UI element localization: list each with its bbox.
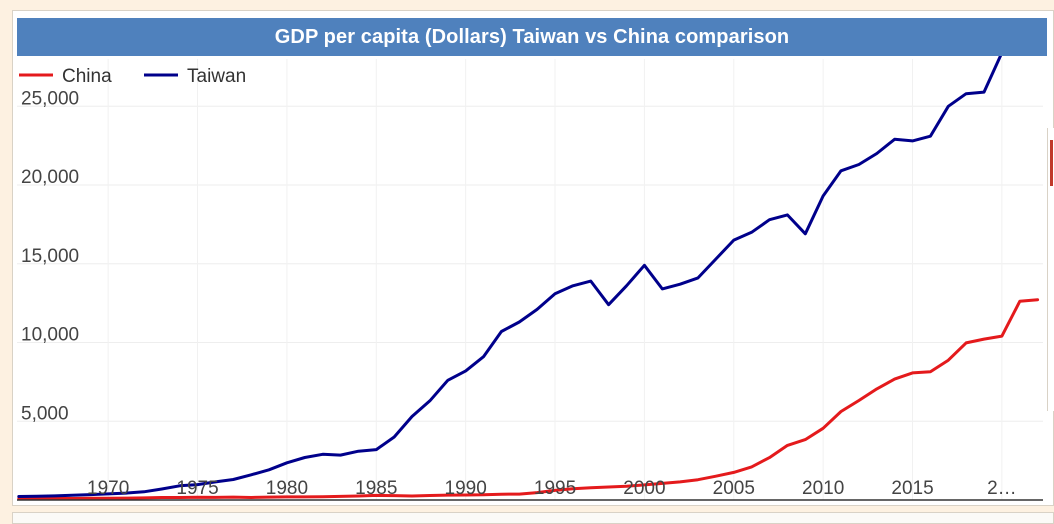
y-tick-label: 20,000	[21, 167, 79, 188]
x-tick-label: 2010	[802, 478, 844, 499]
x-tick-label: 1985	[355, 478, 397, 499]
x-tick-label: 1995	[534, 478, 576, 499]
x-tick-label: 1990	[445, 478, 487, 499]
series-line-taiwan	[17, 33, 1040, 498]
grid	[17, 27, 1043, 500]
legend-label-china: China	[62, 66, 112, 87]
chart-title: GDP per capita (Dollars) Taiwan vs China…	[17, 18, 1047, 56]
x-tick-label: 2015	[891, 478, 933, 499]
legend-label-taiwan: Taiwan	[187, 66, 246, 87]
series-line-china	[17, 298, 1040, 500]
x-tick-label: 2000	[623, 478, 665, 499]
x-axis-tick-labels: 1970 1975 1980 1985 1990 1995 2000 2005 2010 2015…	[87, 478, 1017, 499]
x-tick-label: 1975	[176, 478, 218, 499]
chart-card: China Taiwan 5,000 10,000 15,000 20,000 25,00…	[12, 10, 1054, 506]
side-panel-accent	[1050, 140, 1053, 186]
x-tick-label: 1970	[87, 478, 129, 499]
y-axis-tick-labels: 5,000 10,000 15,000 20,000 25,000	[21, 88, 79, 424]
next-panel-edge	[12, 512, 1054, 524]
side-panel-edge	[1047, 128, 1054, 411]
y-tick-label: 25,000	[21, 88, 79, 109]
x-tick-label: 1980	[266, 478, 308, 499]
y-tick-label: 5,000	[21, 403, 69, 424]
y-tick-label: 15,000	[21, 246, 79, 267]
series-lines	[17, 33, 1040, 500]
legend: China Taiwan	[19, 66, 246, 87]
chart-svg: China Taiwan 5,000 10,000 15,000 20,000 25,00…	[17, 27, 1043, 501]
y-tick-label: 10,000	[21, 325, 79, 346]
x-tick-label: 2…	[987, 478, 1017, 499]
x-tick-label: 2005	[713, 478, 755, 499]
